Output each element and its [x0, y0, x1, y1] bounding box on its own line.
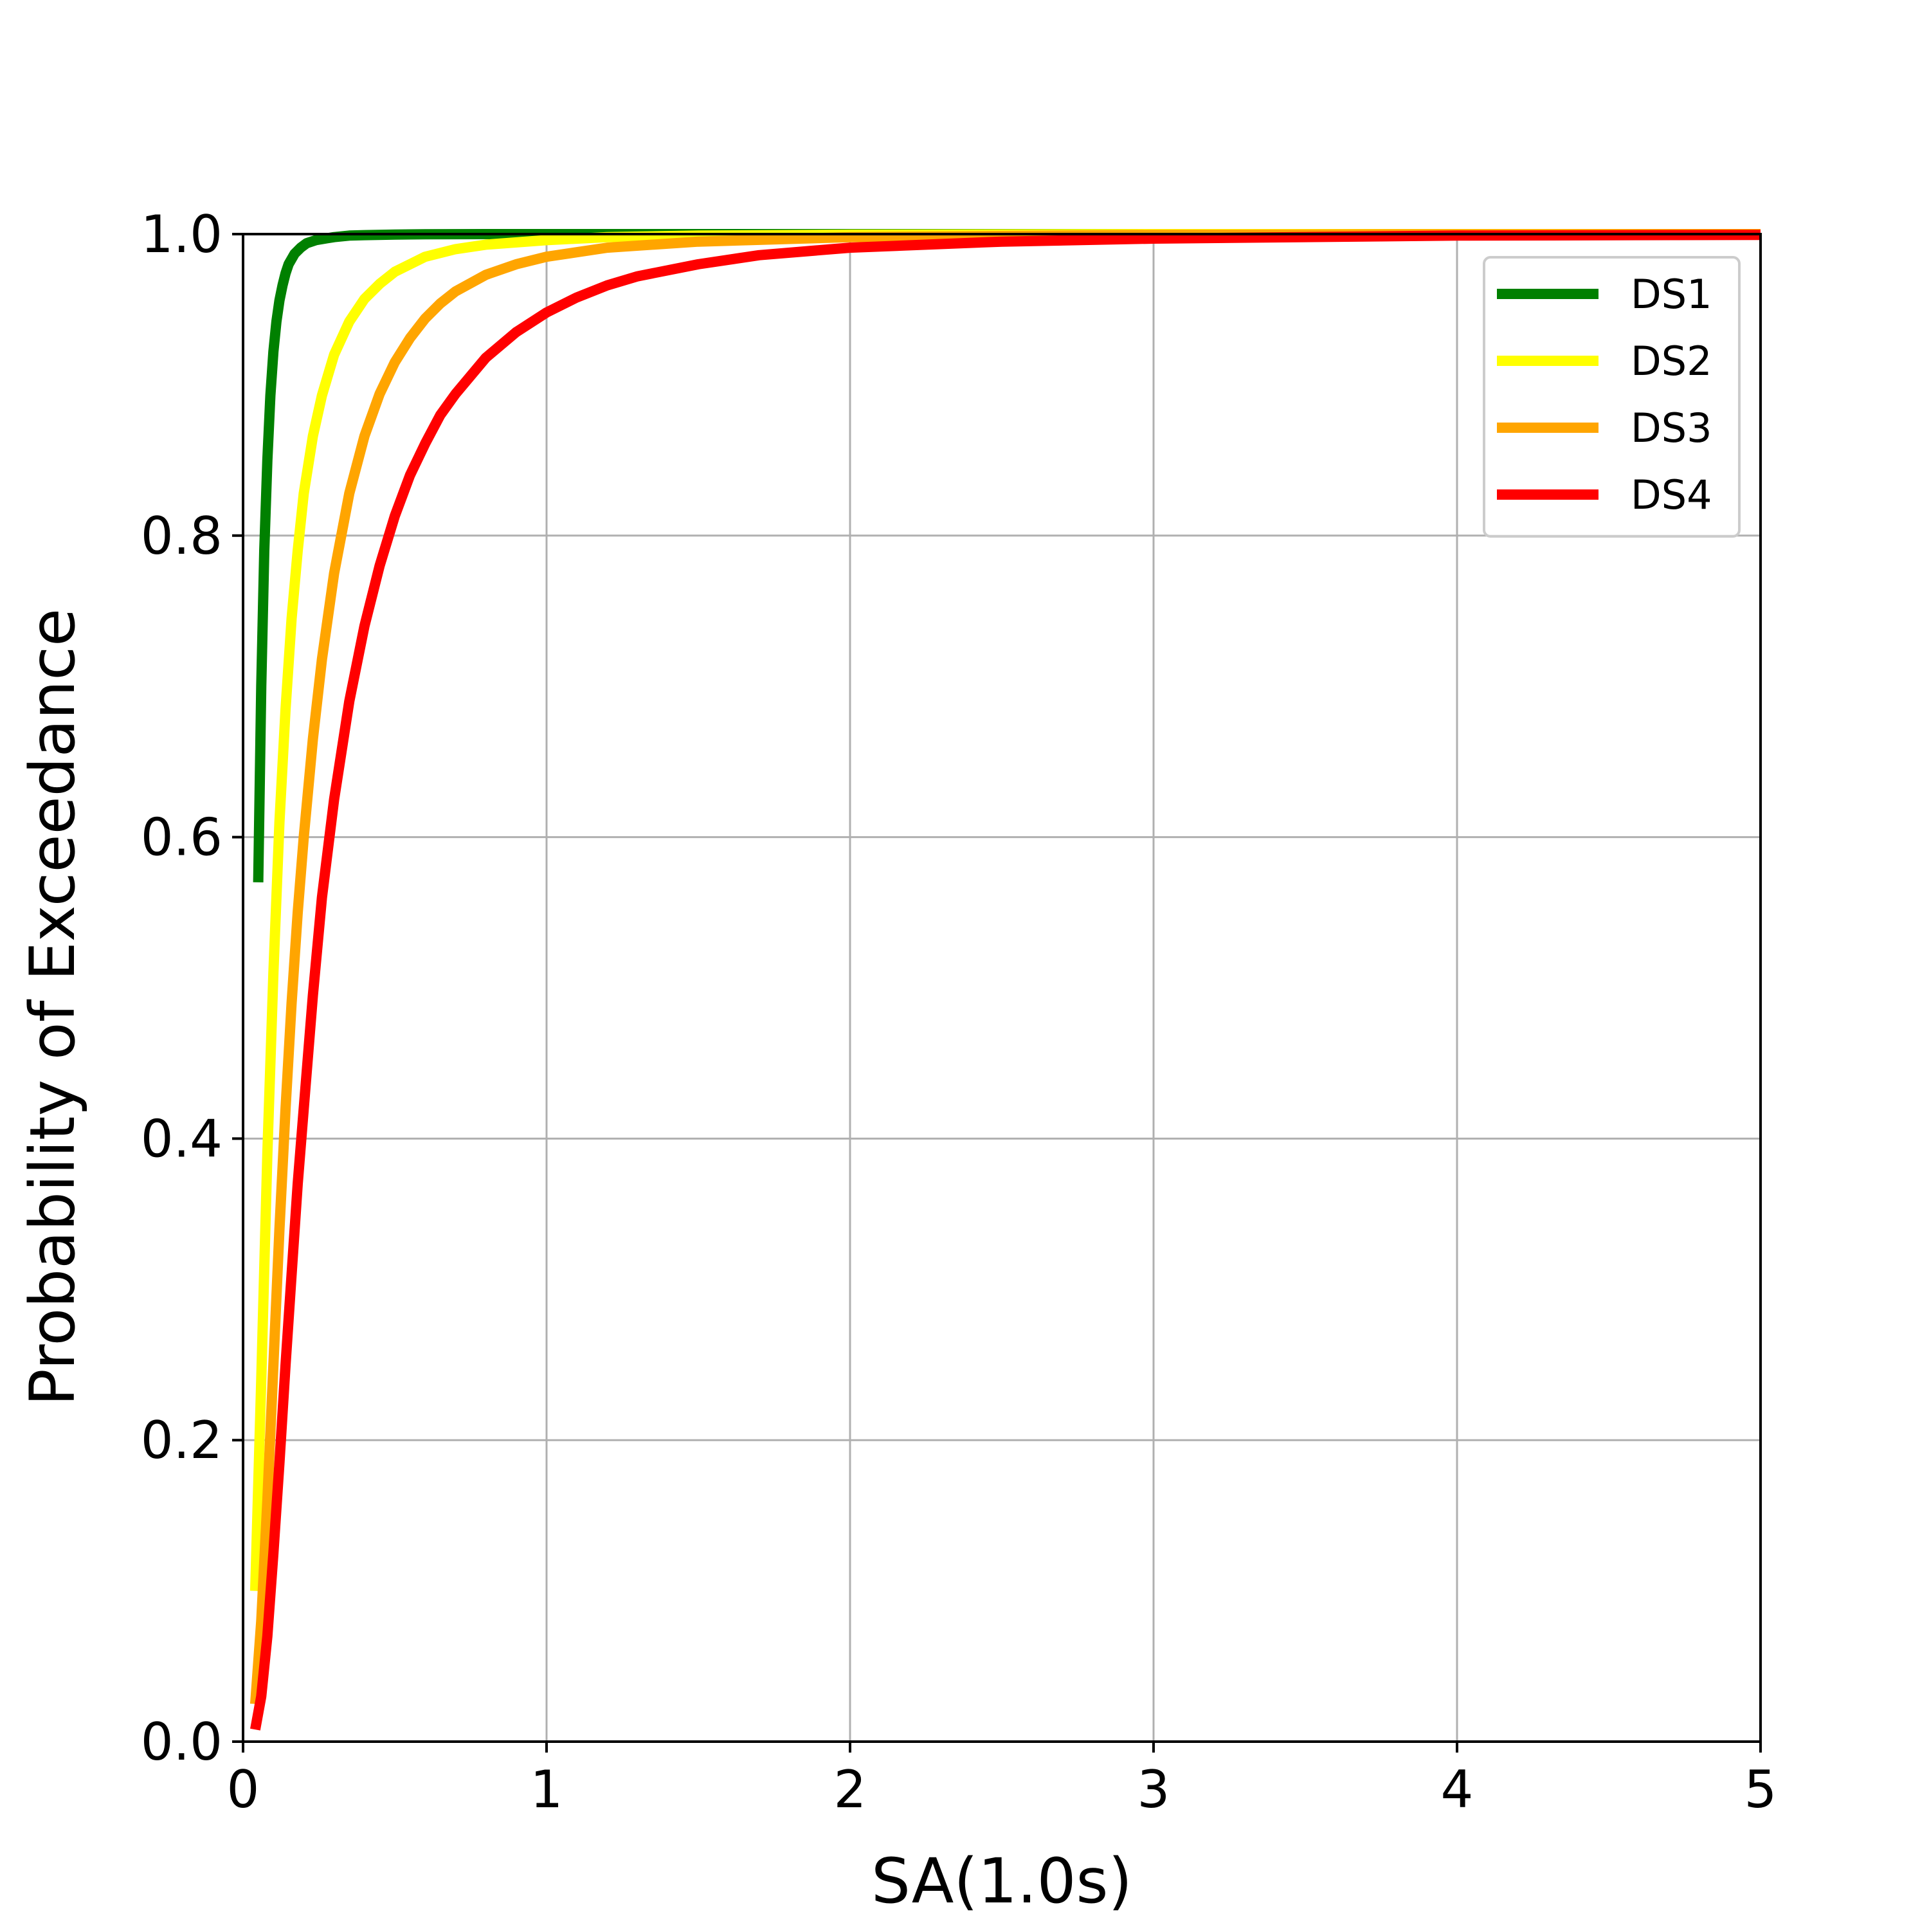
tick-layer: 0 1 2 3 4 5 0.0 0.2 0.4 0.6 0.8 1.0 — [141, 205, 1777, 1819]
series-line-ds2 — [249, 229, 1761, 1591]
legend-label-ds1: DS1 — [1631, 271, 1712, 318]
y-tick-label: 0.8 — [141, 506, 222, 566]
x-tick-label: 0 — [227, 1760, 260, 1819]
y-tick-label: 0.2 — [141, 1410, 222, 1470]
y-tick-label: 0.4 — [141, 1109, 222, 1169]
y-tick-label: 0.6 — [141, 808, 222, 868]
legend: DS1 DS2 DS3 DS4 — [1483, 256, 1741, 538]
x-axis-label: SA(1.0s) — [871, 1845, 1132, 1917]
x-tick-label: 5 — [1744, 1760, 1777, 1819]
legend-box — [1483, 256, 1741, 538]
x-tick-label: 3 — [1137, 1760, 1170, 1819]
y-tick-label: 1.0 — [141, 205, 222, 264]
x-tick-label: 1 — [530, 1760, 563, 1819]
y-tick-label: 0.0 — [141, 1712, 222, 1772]
x-tick-label: 2 — [834, 1760, 867, 1819]
y-axis-label: Probability of Exceedance — [17, 608, 89, 1406]
legend-label-ds3: DS3 — [1631, 405, 1712, 451]
legend-label-ds2: DS2 — [1631, 338, 1712, 385]
series-line-ds3 — [249, 229, 1761, 1704]
x-tick-label: 4 — [1441, 1760, 1474, 1819]
legend-label-ds4: DS4 — [1631, 471, 1712, 518]
series-line-ds4 — [250, 230, 1761, 1731]
plot-frame — [242, 233, 1762, 1743]
